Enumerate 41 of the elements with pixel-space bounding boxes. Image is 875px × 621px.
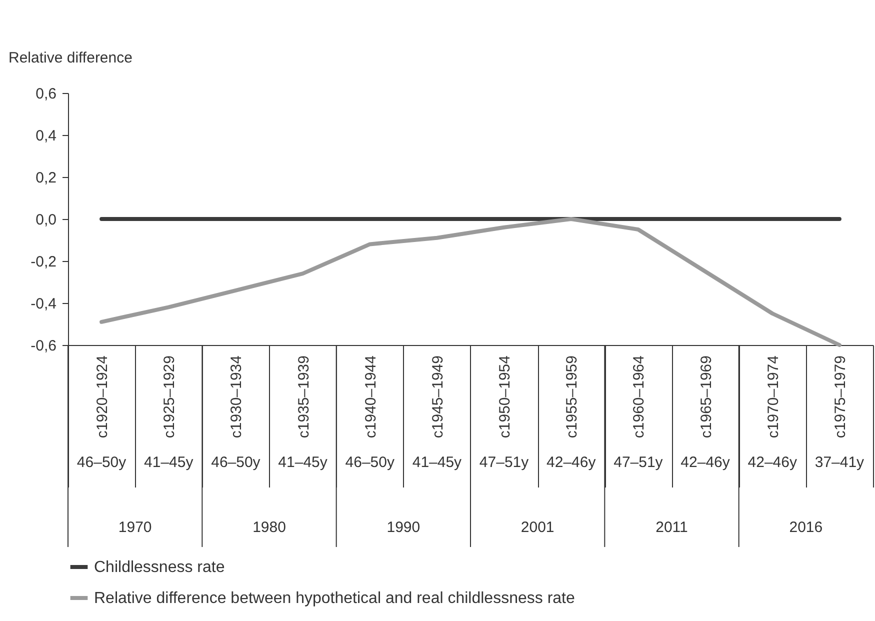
text: 47–51y	[614, 454, 664, 471]
x-tick-label: c1965–1969	[698, 356, 715, 438]
text: 37–41y	[814, 454, 865, 471]
x-tick-label: c1940–1944	[362, 356, 380, 438]
x-tick-label: c1975–1979	[832, 356, 849, 438]
x-tick-label: c1960–1964	[630, 356, 648, 438]
y-tick-label: -0,4	[30, 296, 56, 312]
text: 2016	[789, 519, 823, 536]
x-tick-label: c1970–1974	[764, 356, 782, 438]
x-tick-label: c1925–1929	[161, 356, 178, 438]
text: 41–45y	[412, 454, 462, 471]
x-tick-label: c1935–1939	[295, 356, 312, 438]
legend-label: Childlessness rate	[94, 559, 225, 576]
text: 41–45y	[144, 454, 194, 471]
y-tick-label: 0,2	[36, 170, 56, 186]
x-tick-label: c1955–1959	[564, 356, 581, 438]
y-tick-label: 0,4	[36, 128, 56, 144]
y-axis-title: Relative difference	[8, 50, 132, 66]
text: 2001	[520, 519, 554, 536]
text: 46–50y	[211, 454, 261, 471]
text: 46–50y	[345, 454, 395, 471]
text: 2011	[656, 519, 688, 536]
text: 1990	[386, 519, 420, 536]
text: 47–51y	[479, 454, 530, 471]
text: 42–46y	[680, 454, 730, 471]
line-series	[100, 217, 842, 347]
x-tick-label: c1950–1954	[496, 356, 514, 438]
text: 1980	[252, 519, 286, 536]
y-tick-label: -0,2	[30, 254, 56, 270]
x-tick-label: c1930–1934	[228, 356, 246, 438]
text: 42–46y	[748, 454, 798, 471]
y-tick-label: 0,0	[36, 212, 56, 228]
text: 41–45y	[278, 454, 328, 471]
legend-label: Relative difference between hypothetical and real childlessness rate	[94, 590, 575, 607]
y-tick-label: 0,6	[36, 86, 56, 102]
x-tick-label: c1945–1949	[429, 356, 446, 438]
x-tick-label: c1920–1924	[94, 356, 112, 438]
y-tick-label: -0,6	[30, 338, 56, 354]
text: 1970	[118, 519, 152, 536]
text: 42–46y	[546, 454, 596, 471]
text: 46–50y	[76, 454, 127, 471]
